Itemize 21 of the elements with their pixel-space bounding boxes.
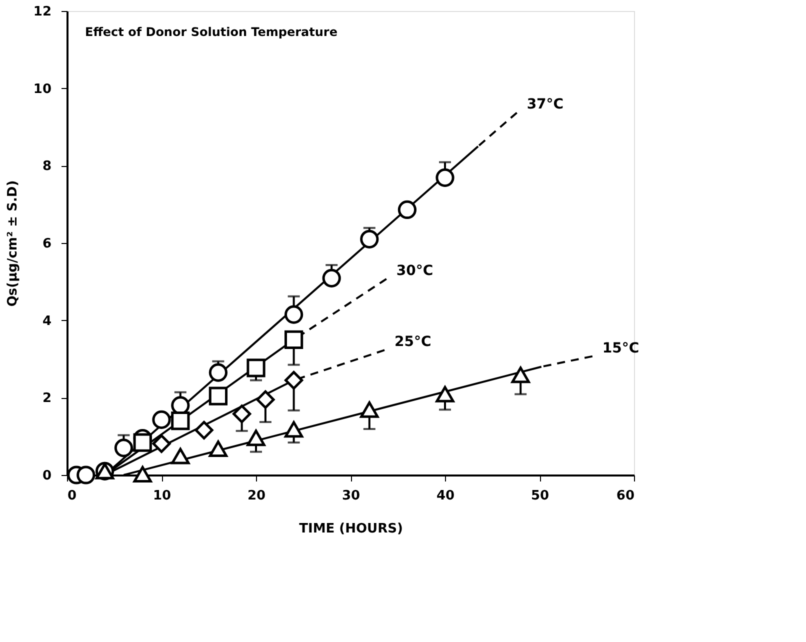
y-tick-label: 8 <box>42 159 52 174</box>
y-tick-label: 10 <box>33 82 52 97</box>
y-tick-label: 2 <box>42 391 52 406</box>
x-tick-label: 50 <box>530 488 550 504</box>
y-axis-title: Qs(µg/cm² ± S.D) <box>5 180 20 307</box>
y-tick-label: 4 <box>42 314 52 329</box>
x-tick-label: 20 <box>247 488 266 504</box>
series-label: 30°C <box>396 262 434 279</box>
x-tick-label: 40 <box>436 488 455 504</box>
series-label: 25°C <box>394 334 432 350</box>
series-label: 15°C <box>602 340 640 356</box>
x-tick-label: 10 <box>152 488 172 504</box>
x-tick-label: 0 <box>68 488 77 504</box>
x-axis-title: TIME (HOURS) <box>299 522 403 536</box>
x-tick-label: 60 <box>616 488 634 504</box>
series-label: 37°C <box>526 96 564 113</box>
text: Effect of Donor Solution Temperature <box>85 25 338 39</box>
x-tick-label: 30 <box>342 488 360 504</box>
y-tick-label: 12 <box>33 4 52 20</box>
y-tick-label: 6 <box>42 236 52 252</box>
y-tick-label: 0 <box>42 468 52 484</box>
